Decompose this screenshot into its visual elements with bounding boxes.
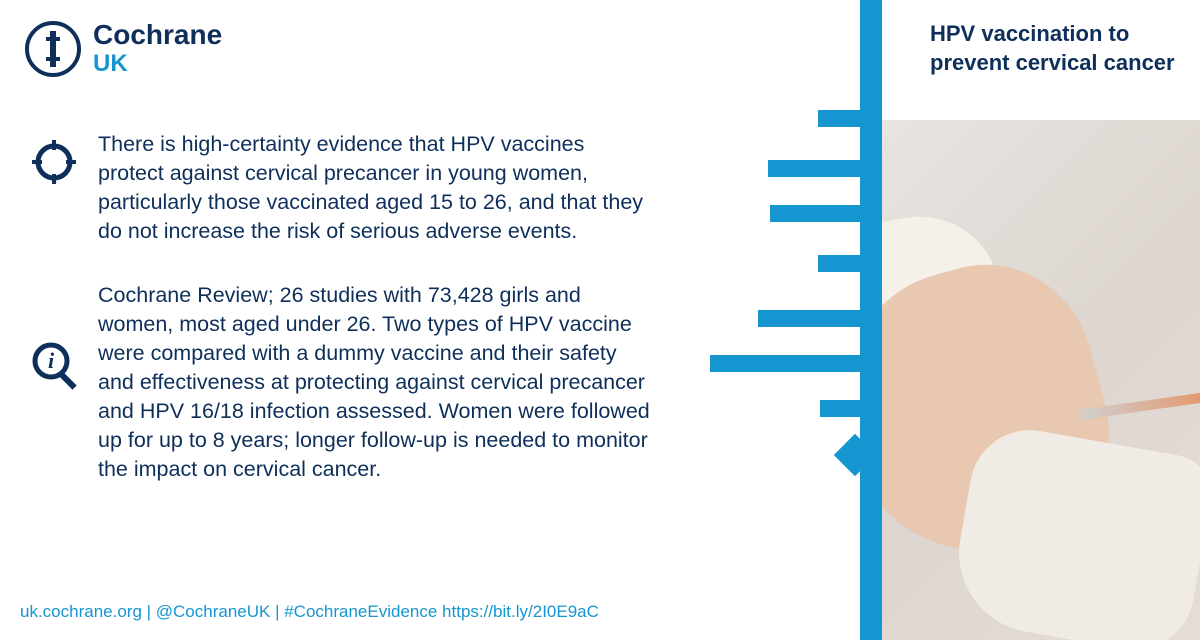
svg-text:i: i [48,348,55,373]
logo-sub: UK [93,51,222,77]
cochrane-logo-icon [25,21,81,77]
info-text: Cochrane Review; 26 studies with 73,428 … [98,281,650,484]
forest-bar [818,110,860,127]
content-area: There is high-certainty evidence that HP… [30,130,650,519]
info-magnify-icon: i [30,281,78,391]
forest-bar [770,205,882,222]
logo-text: Cochrane UK [93,20,222,77]
forest-bar [710,355,880,372]
target-icon [30,130,78,184]
footer-links: uk.cochrane.org | @CochraneUK | #Cochran… [20,602,599,622]
info-block: i Cochrane Review; 26 studies with 73,42… [30,281,650,484]
page-title: HPV vaccination to prevent cervical canc… [930,20,1175,77]
header: Cochrane UK [25,20,222,77]
evidence-block: There is high-certainty evidence that HP… [30,130,650,246]
logo-main: Cochrane [93,20,222,51]
vaccination-photo [882,120,1200,640]
evidence-text: There is high-certainty evidence that HP… [98,130,650,246]
